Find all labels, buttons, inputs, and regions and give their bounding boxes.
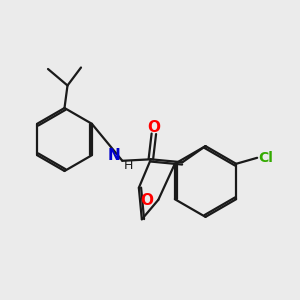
Text: Cl: Cl [258, 151, 273, 165]
Text: N: N [108, 148, 121, 163]
Text: O: O [140, 193, 153, 208]
Text: H: H [124, 159, 134, 172]
Text: O: O [147, 120, 160, 135]
